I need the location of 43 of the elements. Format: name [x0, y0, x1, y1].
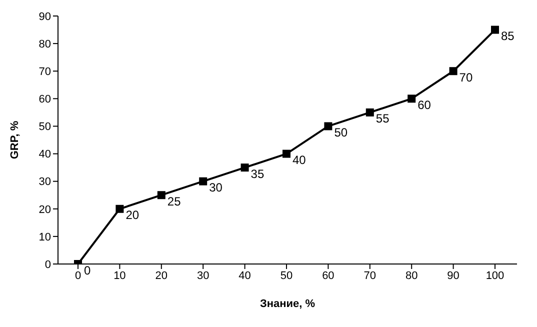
- point: [408, 94, 416, 103]
- x-tick-label: 10: [114, 270, 126, 282]
- data-label: 50: [334, 125, 348, 140]
- y-tick-label: 40: [38, 148, 51, 161]
- point: [157, 191, 166, 200]
- x-axis-title: Знание, %: [260, 298, 316, 310]
- y-tick-label: 90: [38, 10, 51, 23]
- data-label: 85: [501, 29, 515, 44]
- point: [116, 204, 124, 213]
- point: [366, 108, 374, 116]
- data-label: 60: [418, 98, 432, 112]
- data-label: 35: [250, 166, 264, 181]
- y-tick-label: 10: [38, 231, 51, 244]
- data-label: 20: [126, 208, 140, 222]
- point: [282, 150, 290, 158]
- x-tick-label: 0: [74, 270, 82, 282]
- y-tick-label: 20: [38, 204, 51, 216]
- x-tick-label: 100: [486, 270, 504, 282]
- point: [324, 122, 332, 130]
- y-tick-label: 80: [38, 38, 51, 50]
- x-tick-label: 90: [447, 270, 460, 282]
- y-axis-title: GRP, %: [8, 120, 21, 160]
- data-label: 25: [167, 194, 182, 208]
- x-tick-label: 30: [196, 270, 210, 282]
- y-tick-label: 60: [38, 94, 51, 106]
- data-label: 40: [292, 153, 306, 168]
- y-tick-label: 0: [44, 258, 51, 271]
- x-tick-label: 80: [405, 270, 418, 282]
- data-label: 30: [209, 180, 223, 195]
- x-tick-label: 40: [238, 270, 251, 282]
- data-label: 55: [376, 112, 390, 126]
- y-tick-label: 70: [38, 66, 51, 78]
- point: [199, 177, 208, 186]
- x-tick-label: 20: [155, 270, 168, 282]
- y-tick-label: 50: [38, 121, 51, 134]
- point: [240, 164, 249, 172]
- x-tick-label: 70: [364, 270, 376, 282]
- x-tick-label: 60: [322, 270, 334, 282]
- data-label: 70: [459, 70, 473, 84]
- x-tick-label: 50: [280, 270, 293, 282]
- point: [491, 26, 499, 34]
- point: [449, 67, 458, 76]
- y-tick-label: 30: [38, 176, 51, 188]
